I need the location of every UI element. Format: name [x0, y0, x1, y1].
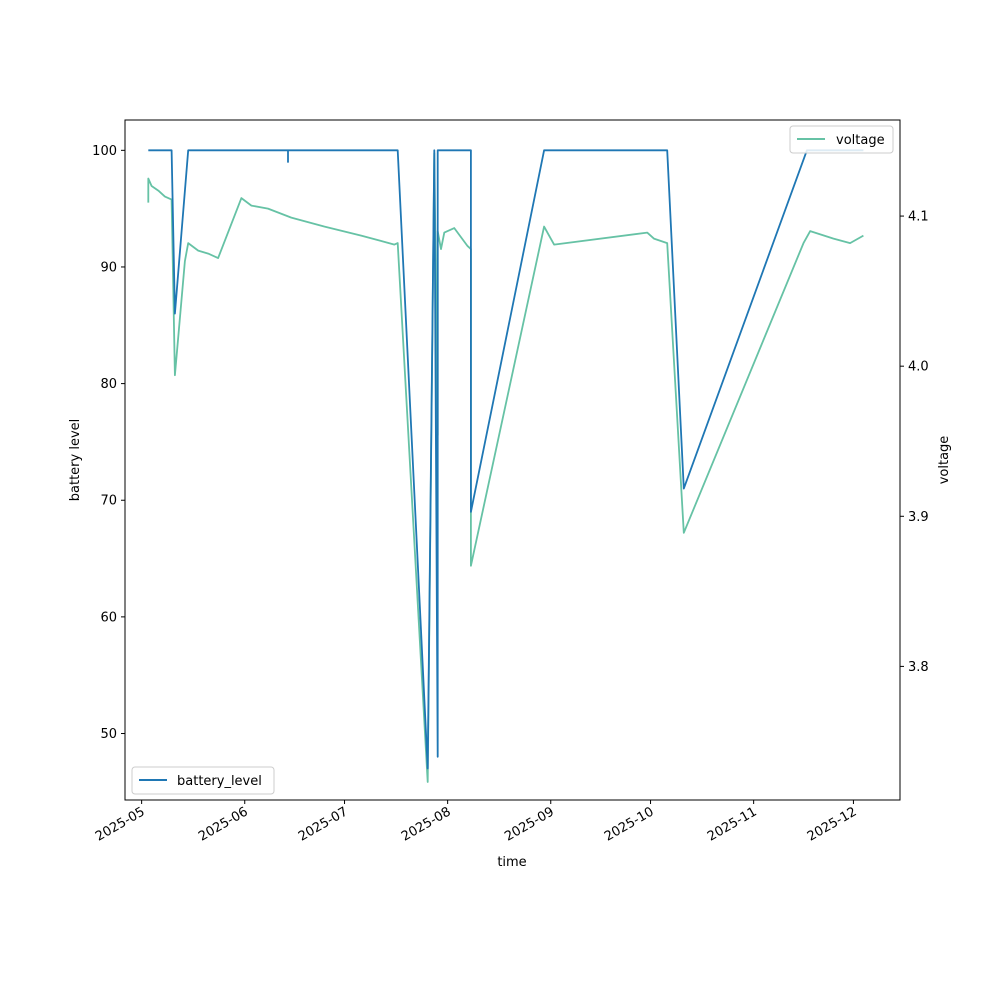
legend-voltage-label: voltage	[836, 133, 885, 148]
series-layer	[147, 149, 864, 783]
y-left-tick-label: 60	[100, 610, 117, 625]
legend-voltage: voltage	[789, 125, 894, 154]
x-tick-label: 2025-11	[705, 804, 760, 844]
y-right-tick-label: 4.0	[908, 360, 929, 375]
x-tick-label: 2025-06	[196, 804, 251, 844]
y-left-tick-label: 50	[100, 727, 117, 742]
x-tick-label: 2025-08	[399, 804, 454, 844]
x-tick-label: 2025-12	[805, 804, 860, 844]
y-left-tick-label: 70	[100, 494, 117, 509]
x-tick-label: 2025-07	[296, 804, 351, 844]
x-tick-label: 2025-10	[602, 804, 657, 844]
y-left-tick-label: 100	[92, 144, 117, 159]
x-axis-label: time	[497, 855, 526, 870]
axes-layer	[124, 119, 901, 801]
plot-frame	[124, 119, 901, 801]
legend-battery-level-box	[131, 766, 275, 795]
x-tick-label: 2025-05	[93, 804, 148, 844]
x-tick-label: 2025-09	[502, 804, 557, 844]
legend-voltage-box	[789, 125, 894, 154]
series-line-voltage	[147, 152, 864, 783]
y-right-tick-label: 4.1	[908, 210, 929, 225]
y-left-tick-label: 80	[100, 377, 117, 392]
y-right-tick-label: 3.9	[908, 510, 929, 525]
y-left-axis-label: battery level	[68, 419, 83, 502]
legend-battery-level-label: battery_level	[177, 774, 262, 789]
series-line-battery-level	[148, 149, 864, 770]
y-right-axis-label: voltage	[937, 436, 952, 485]
ticks-layer: 2025-05 2025-06 2025-07 2025-08 2025-09 2025-…	[92, 144, 929, 845]
legend-battery-level: battery_level	[131, 766, 275, 795]
y-right-tick-label: 3.8	[908, 660, 929, 675]
y-left-tick-label: 90	[100, 260, 117, 275]
